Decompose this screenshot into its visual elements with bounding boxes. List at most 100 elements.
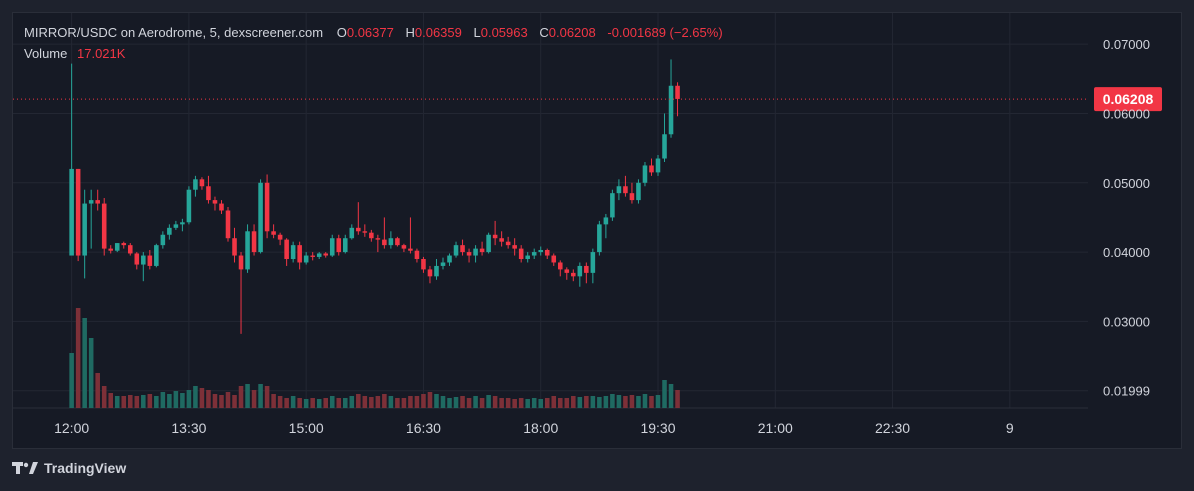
volume-bar (362, 396, 368, 408)
candle-body (551, 255, 557, 263)
legend-o-value: 0.06377 (346, 25, 394, 40)
candle-up (290, 241, 296, 263)
candle-body (238, 255, 244, 270)
candle-up (486, 232, 491, 254)
candle-down (421, 256, 426, 273)
candle-down (382, 217, 387, 249)
candle-up (577, 262, 583, 287)
chart-frame[interactable]: 0.06208 0.07000 0.06000 0.05000 0.04000 0.03… (12, 12, 1182, 449)
volume-bar (492, 396, 498, 408)
candle-down (310, 252, 315, 261)
time-tick-label: 15:00 (289, 420, 324, 436)
volume-bar (258, 384, 263, 408)
candle-body (101, 203, 107, 249)
candle-down (284, 238, 289, 266)
candle-body (584, 265, 589, 273)
candle-down (206, 175, 211, 204)
volume-bar (375, 396, 381, 408)
volume-bar (232, 395, 237, 408)
volume-bar (342, 398, 348, 408)
volume-bar (668, 384, 674, 408)
volume-bar (486, 395, 491, 408)
price-tick-label: 0.01999 (1103, 384, 1150, 399)
volume-bar (147, 394, 153, 408)
candle-up (662, 113, 667, 162)
candle-body (316, 253, 322, 257)
candle-down (147, 250, 153, 270)
candle-body (121, 243, 127, 246)
volume-bar (642, 394, 648, 408)
time-tick-label: 22:30 (875, 420, 910, 436)
candle-body (127, 245, 133, 254)
candle-up (69, 63, 74, 256)
candle-body (290, 245, 296, 260)
candle-down (512, 238, 517, 256)
current-price-line: 0.06208 (13, 87, 1162, 112)
candle-down (108, 245, 114, 254)
volume-bar (655, 395, 661, 408)
volume-bar (290, 396, 296, 408)
legend-c-value: 0.06208 (548, 25, 596, 40)
grid-lines (13, 13, 1088, 409)
candle-up (473, 245, 478, 263)
candle-up (668, 59, 674, 138)
volume-bar (460, 396, 465, 408)
volume-bar (466, 398, 472, 408)
volume-bar (329, 396, 335, 408)
volume-bar (662, 380, 667, 408)
time-tick-label: 19:30 (640, 420, 675, 436)
candle-body (186, 189, 192, 223)
volume-bar (453, 397, 459, 408)
legend-ohlc: MIRROR/USDC on Aerodrome, 5, dexscreener… (24, 25, 723, 40)
volume-bar (440, 396, 446, 408)
volume-bar (636, 396, 641, 408)
volume-bar (388, 396, 394, 408)
candle-down (544, 248, 550, 260)
volume-bar (544, 398, 550, 408)
candle-body (460, 245, 465, 253)
candle-up (186, 186, 192, 225)
candle-up (82, 189, 87, 279)
candle-body (492, 234, 498, 239)
candle-body (597, 224, 602, 253)
tradingview-logo[interactable]: TradingView (12, 460, 126, 476)
volume-bar (141, 395, 146, 408)
candle-body (329, 238, 335, 256)
candle-down (408, 217, 413, 254)
candles (69, 59, 680, 334)
candle-up (453, 241, 459, 258)
candle-body (82, 203, 87, 256)
volume-bar (538, 399, 544, 408)
candle-body (277, 234, 283, 240)
candle-down (499, 231, 504, 247)
candlestick-chart[interactable]: 0.06208 0.07000 0.06000 0.05000 0.04000 0.03… (13, 13, 1181, 448)
volume-bar (616, 395, 622, 408)
candle-up (655, 155, 661, 176)
candle-up (440, 257, 446, 270)
volume-bar (623, 396, 628, 408)
candle-down (414, 248, 420, 263)
volume-bar (271, 394, 276, 408)
candle-body (114, 243, 120, 251)
volume-bar (180, 393, 185, 408)
candle-down (427, 265, 433, 284)
candle-body (499, 238, 504, 242)
candle-up (636, 179, 641, 204)
volume-bar (499, 398, 504, 408)
candle-body (668, 85, 674, 135)
candle-body (232, 238, 237, 256)
legend-change: -0.001689 (−2.65%) (607, 25, 723, 40)
candle-down (505, 236, 511, 249)
candle-body (342, 238, 348, 253)
volume-bar (212, 394, 218, 408)
candle-body (571, 272, 576, 277)
volume-bar (395, 398, 400, 408)
candle-up (525, 252, 530, 263)
volume-bar (557, 398, 563, 408)
volume-bar (75, 308, 81, 408)
volume-bar (69, 353, 74, 408)
candle-body (473, 248, 478, 256)
candle-body (388, 238, 394, 246)
candle-down (564, 267, 570, 280)
candle-body (173, 224, 179, 228)
